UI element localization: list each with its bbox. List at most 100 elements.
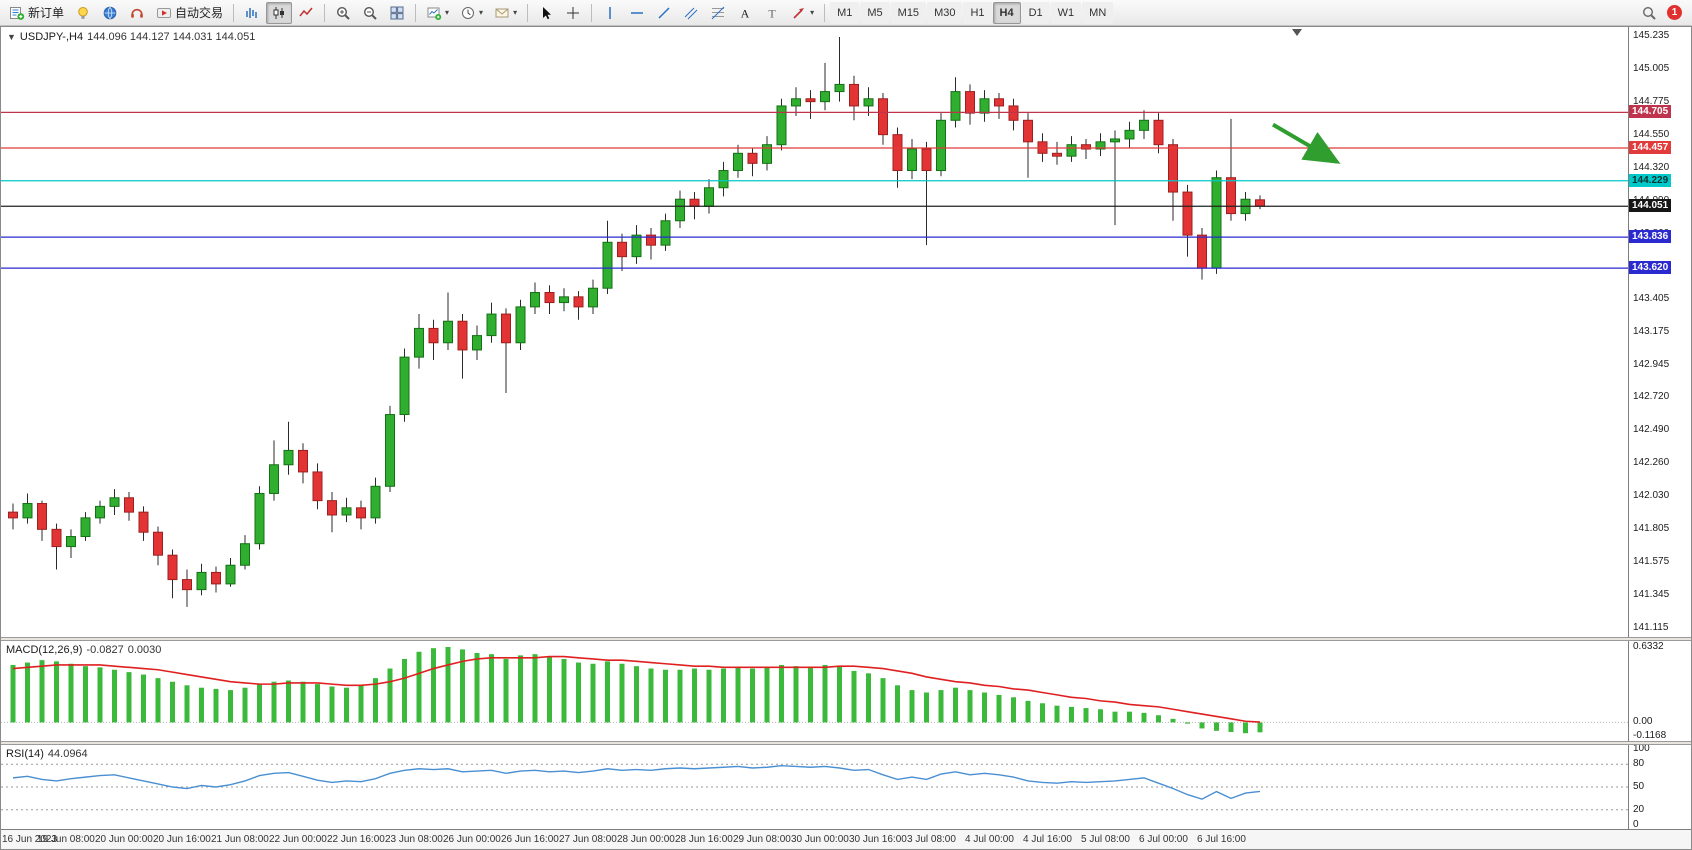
headset-icon <box>131 5 143 18</box>
timeframe-m30-button[interactable]: M30 <box>927 1 963 24</box>
community-button[interactable] <box>97 2 123 24</box>
rsi-panel[interactable] <box>1 745 1628 829</box>
macd-histogram-bar <box>1156 715 1161 723</box>
text-label-tool-button[interactable]: T <box>759 2 785 24</box>
line-chart-mode-button[interactable] <box>293 2 319 24</box>
candle <box>356 500 366 530</box>
candle <box>501 308 511 393</box>
timeframe-m1-button[interactable]: M1 <box>830 1 860 24</box>
trendline-tool-button[interactable] <box>651 2 677 24</box>
annotation-arrow[interactable] <box>1271 122 1341 164</box>
candle <box>791 87 801 116</box>
candle <box>1168 138 1178 221</box>
notification-badge[interactable]: 1 <box>1667 5 1682 20</box>
macd-histogram-bar <box>634 666 639 723</box>
timeframe-h1-button[interactable]: H1 <box>963 1 992 24</box>
macd-histogram-bar <box>677 669 683 723</box>
zoom-out-button[interactable] <box>357 2 383 24</box>
period-selector-button[interactable]: ▾ <box>455 2 488 24</box>
macd-histogram-bar <box>286 680 291 723</box>
macd-histogram-bar <box>97 667 103 723</box>
timeframe-d1-button[interactable]: D1 <box>1021 1 1050 24</box>
mql-wizard-button[interactable] <box>70 2 96 24</box>
candle <box>515 299 526 350</box>
candle <box>1226 118 1236 221</box>
price-line-tag[interactable]: 143.620 <box>1629 261 1672 275</box>
dropdown-caret-icon: ▾ <box>479 7 484 17</box>
cursor-button[interactable] <box>533 2 559 24</box>
candle <box>327 492 337 533</box>
candle <box>385 405 395 493</box>
panel-separator[interactable] <box>0 637 1692 641</box>
axis-tick-label: 0 <box>1633 819 1639 830</box>
timeframe-h4-button[interactable]: H4 <box>992 1 1021 24</box>
search-icon <box>1641 5 1657 21</box>
price-chart[interactable] <box>1 27 1628 637</box>
text-tool-button[interactable]: A <box>732 2 758 24</box>
candle <box>602 220 613 294</box>
candle <box>849 75 859 121</box>
candle <box>1255 195 1265 210</box>
horizontal-line-tool-button[interactable] <box>624 2 650 24</box>
candle <box>370 477 381 524</box>
svg-text:T: T <box>768 6 776 20</box>
macd-histogram-bar <box>39 660 45 723</box>
candle <box>704 179 714 214</box>
macd-histogram-bar <box>271 681 277 723</box>
axis-tick-label: 142.945 <box>1633 359 1670 370</box>
new-chart-button[interactable]: ▾ <box>421 2 454 24</box>
autotrading-button[interactable]: 自动交易 <box>151 2 228 24</box>
macd-histogram-bar <box>1069 706 1074 723</box>
macd-histogram-bar <box>764 667 770 723</box>
candle <box>8 503 18 530</box>
candle <box>994 93 1004 119</box>
price-line-tag[interactable]: 144.229 <box>1629 173 1672 187</box>
bar-chart-mode-button[interactable] <box>239 2 265 24</box>
arrows-tool-button[interactable]: ▾ <box>786 2 819 24</box>
price-line-tag[interactable]: 144.457 <box>1629 140 1672 154</box>
time-axis-label: 22 Jun 00:00 <box>269 834 327 845</box>
support-button[interactable] <box>124 2 150 24</box>
price-line-tag[interactable]: 143.836 <box>1629 230 1672 244</box>
candle <box>588 279 598 315</box>
fibonacci-tool-button[interactable] <box>705 2 731 24</box>
macd-histogram-bar <box>750 668 755 723</box>
candle <box>138 506 149 541</box>
channel-tool-button[interactable] <box>678 2 704 24</box>
vertical-line-tool-button[interactable] <box>597 2 623 24</box>
timeframe-mn-button[interactable]: MN <box>1082 1 1114 24</box>
timeframe-m15-button[interactable]: M15 <box>890 1 927 24</box>
candlestick-mode-button[interactable] <box>266 1 293 24</box>
macd-histogram-bar <box>590 663 596 723</box>
price-line-tag[interactable]: 144.705 <box>1629 105 1672 119</box>
macd-histogram-bar <box>909 690 915 723</box>
axis-tick-label: 143.405 <box>1633 292 1670 304</box>
time-axis[interactable]: 16 Jun 2023 19 Jun 08:00 20 Jun 00:00 20 Ju… <box>0 829 1692 850</box>
panel-separator[interactable] <box>0 741 1692 745</box>
templates-button[interactable]: ▾ <box>489 2 522 24</box>
timeframe-m5-button[interactable]: M5 <box>860 1 890 24</box>
arrow-draw-icon <box>791 7 805 21</box>
axis-tick-label: 100 <box>1633 743 1650 754</box>
price-axis[interactable]: 145.235 145.005 144.775 144.550 144.320 144.0… <box>1628 27 1691 830</box>
candle <box>428 319 439 360</box>
candle <box>950 77 961 128</box>
search-button[interactable] <box>1636 2 1662 24</box>
new-order-button[interactable]: 新订单 <box>4 2 69 24</box>
tile-windows-button[interactable] <box>384 2 410 24</box>
zoom-in-button[interactable] <box>330 2 356 24</box>
macd-histogram-bar <box>648 668 654 723</box>
toolbar-separator <box>233 3 235 22</box>
chart-shift-marker[interactable] <box>1292 29 1302 36</box>
rsi-line <box>12 765 1261 800</box>
crosshair-button[interactable] <box>560 2 586 24</box>
timeframe-w1-button[interactable]: W1 <box>1050 1 1082 24</box>
macd-histogram-bar <box>938 690 944 723</box>
candle <box>660 213 671 251</box>
chart-menu-icon[interactable]: ▼ <box>7 32 16 42</box>
autotrading-icon <box>156 5 172 21</box>
time-axis-label: 30 Jun 00:00 <box>791 834 849 845</box>
macd-panel[interactable] <box>1 641 1628 741</box>
candle <box>153 526 163 566</box>
candle <box>747 147 758 177</box>
